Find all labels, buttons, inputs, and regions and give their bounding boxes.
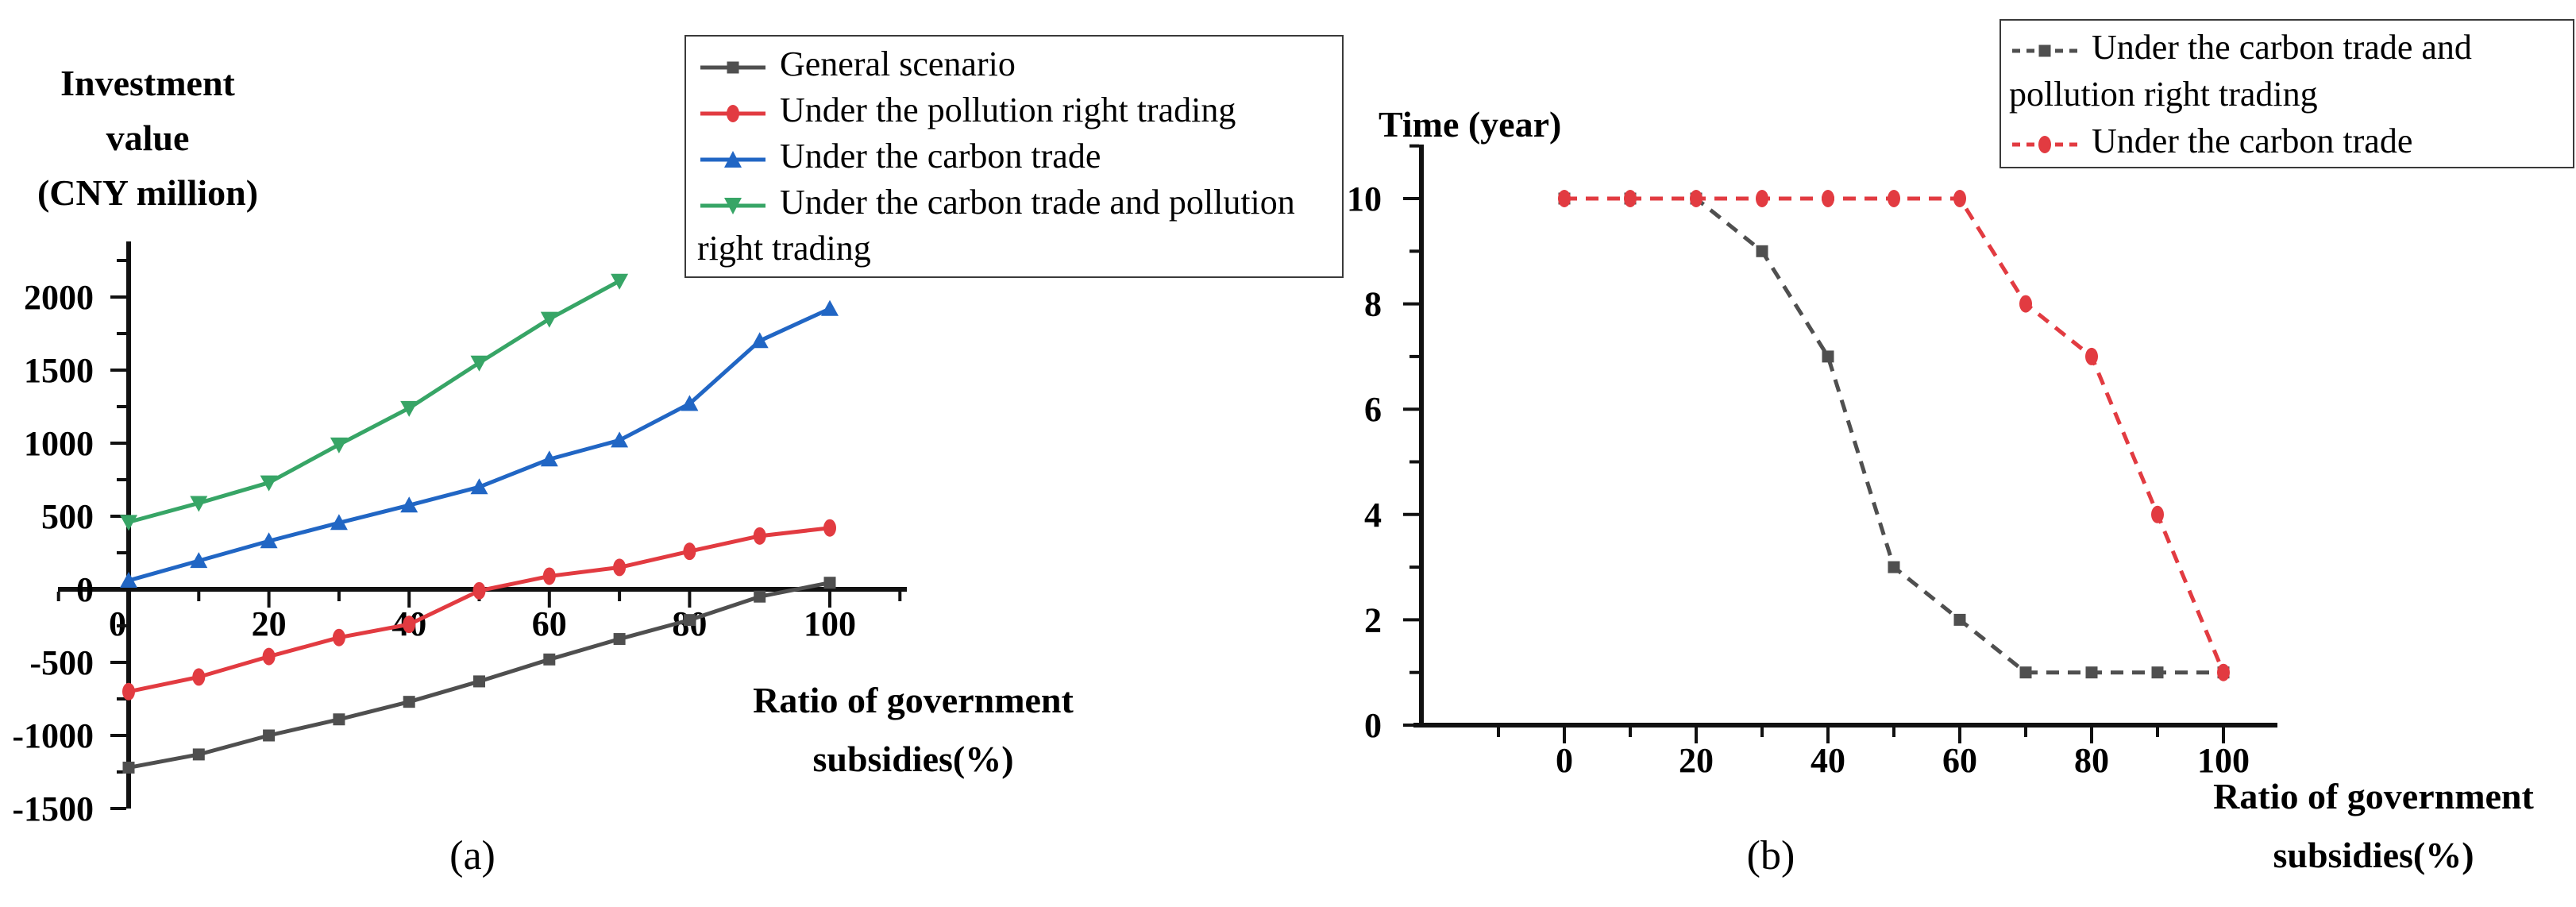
svg-text:-500: -500 [29, 643, 94, 682]
chart-b-axes: 0 20 40 60 80 100 0 2 4 6 8 10 [1347, 144, 2277, 780]
svg-text:0: 0 [1556, 741, 1573, 780]
chart-b-plot: 0 20 40 60 80 100 0 2 4 6 8 10 [1347, 144, 2277, 780]
svg-text:8: 8 [1364, 285, 1382, 324]
chart-b-x-axis-title: Ratio of government subsidies(%) [2179, 767, 2568, 884]
svg-text:2: 2 [1364, 600, 1382, 639]
chart-b-legend: Under the carbon trade and pollution rig… [1999, 19, 2574, 168]
legend-label: Under the carbon trade [780, 137, 1101, 176]
legend-label: General scenario [780, 44, 1016, 83]
x-axis-title-line1: Ratio of government [2213, 776, 2534, 816]
svg-text:1000: 1000 [24, 424, 94, 463]
legend-label: Under the carbon trade and pollution rig… [2009, 28, 2472, 114]
svg-text:2000: 2000 [24, 278, 94, 317]
chart-a-x-axis-title: Ratio of government subsidies(%) [727, 671, 1100, 788]
legend-item-carbon-and-pollution: Under the carbon trade and pollution rig… [697, 179, 1331, 272]
svg-text:4: 4 [1364, 496, 1382, 535]
chart-a-series-1 [122, 519, 836, 701]
legend-label: Under the carbon trade and pollution rig… [697, 183, 1295, 268]
svg-text:500: 500 [41, 497, 94, 536]
svg-text:20: 20 [252, 604, 287, 643]
chart-a-plot: 020406080100-1500-1000-50005001000150020… [12, 241, 907, 828]
legend-label: Under the pollution right trading [780, 91, 1236, 129]
chart-a-series-2 [120, 299, 839, 588]
chart-b-series-0 [1558, 192, 2230, 679]
x-axis-title-line2: subsidies(%) [2273, 834, 2474, 875]
svg-text:1500: 1500 [24, 351, 94, 390]
chart-a-series-0 [122, 577, 836, 774]
legend-item-pollution-right-trading: Under the pollution right trading [697, 87, 1331, 133]
legend-marker-red-circle-dashed-icon [2012, 135, 2077, 153]
chart-a-y-axis-title: Investment value (CNY million) [14, 56, 281, 220]
svg-text:-1000: -1000 [12, 716, 94, 755]
legend-marker-gray-square-dashed-icon [2012, 44, 2077, 57]
legend-label: Under the carbon trade [2092, 122, 2413, 160]
svg-text:80: 80 [2074, 741, 2109, 780]
legend-item-general-scenario: General scenario [697, 41, 1331, 87]
svg-text:60: 60 [1942, 741, 1977, 780]
y-axis-title-line2: (CNY million) [37, 172, 259, 213]
svg-text:100: 100 [2197, 741, 2250, 780]
chart-a-legend: General scenario Under the pollution rig… [684, 35, 1344, 278]
y-axis-title-line1: Investment value [60, 63, 235, 158]
legend-marker-gray-square-icon [700, 61, 765, 74]
svg-text:20: 20 [1679, 741, 1714, 780]
svg-text:0: 0 [1364, 706, 1382, 745]
chart-a-caption: (a) [449, 833, 496, 878]
legend-item-carbon-and-pollution: Under the carbon trade and pollution rig… [2009, 24, 2565, 118]
svg-text:-1500: -1500 [12, 789, 94, 828]
svg-text:60: 60 [532, 604, 567, 643]
chart-b-caption: (b) [1746, 833, 1795, 878]
svg-text:40: 40 [1811, 741, 1845, 780]
legend-item-carbon-trade: Under the carbon trade [2009, 118, 2565, 164]
svg-text:100: 100 [804, 604, 856, 643]
svg-text:0: 0 [76, 570, 94, 609]
legend-item-carbon-trade: Under the carbon trade [697, 133, 1331, 179]
legend-marker-blue-triangle-up-icon [700, 150, 765, 168]
chart-a-series-3 [120, 273, 629, 531]
svg-text:10: 10 [1347, 179, 1382, 218]
x-axis-title-line1: Ratio of government [753, 680, 1074, 720]
chart-b-series-1 [1558, 190, 2230, 681]
legend-marker-green-triangle-down-icon [700, 197, 765, 214]
chart-b-y-axis-title: Time (year) [1379, 104, 1562, 145]
svg-text:0: 0 [109, 604, 126, 643]
svg-text:6: 6 [1364, 390, 1382, 429]
legend-marker-red-circle-icon [700, 104, 765, 122]
x-axis-title-line2: subsidies(%) [812, 738, 1014, 779]
